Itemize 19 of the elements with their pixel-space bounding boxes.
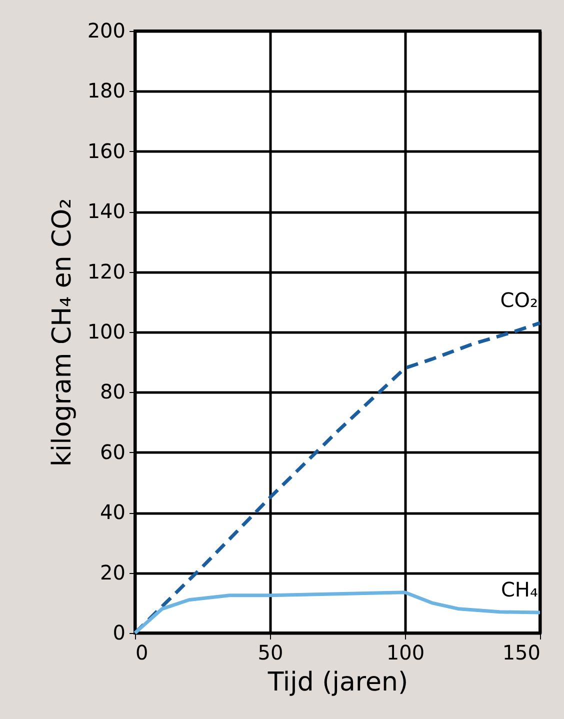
y-tick-label: 100 (87, 320, 126, 344)
y-tick-label: 180 (87, 78, 126, 103)
y-tick-label: 0 (112, 620, 126, 644)
x-tick-label: 50 (258, 640, 284, 664)
y-axis-title: kilogram CH₄ en CO₂ (47, 198, 78, 467)
x-tick-label: 100 (386, 640, 425, 664)
y-tick-label: 140 (87, 199, 126, 224)
y-tick-label: 80 (100, 380, 126, 404)
x-tick-label: 0 (136, 640, 148, 664)
y-tick-label: 160 (87, 138, 126, 163)
y-tick-label: 200 (87, 18, 126, 42)
series-label: CH₄ (500, 578, 538, 602)
y-tick-label: 20 (100, 560, 126, 584)
x-tick-label: 150 (502, 640, 540, 664)
x-axis-title: Tijd (jaren) (266, 668, 408, 698)
series-label: CO₂ (500, 288, 538, 312)
y-tick-label: 60 (100, 440, 126, 464)
y-tick-label: 120 (87, 259, 126, 284)
y-tick-label: 40 (100, 500, 126, 524)
